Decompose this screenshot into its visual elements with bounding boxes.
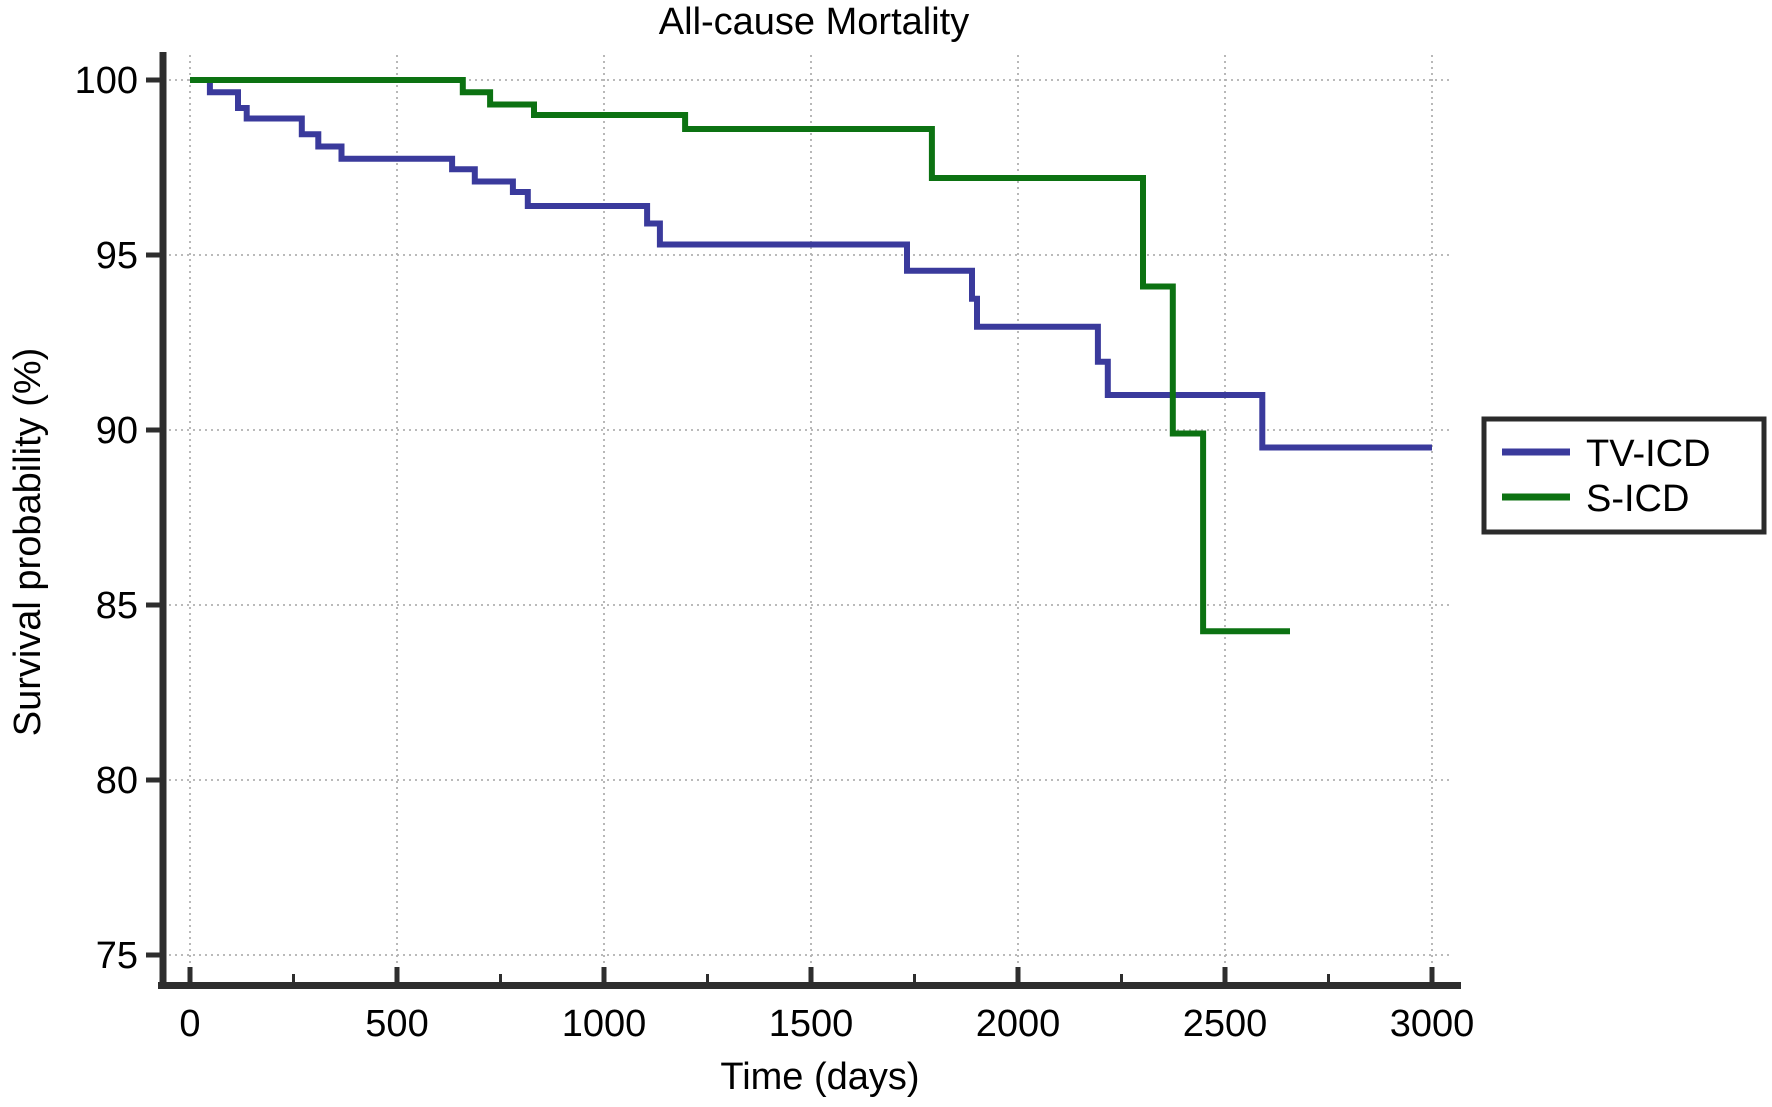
x-tick-label: 3000	[1390, 1003, 1475, 1045]
x-tick-label: 2500	[1183, 1003, 1268, 1045]
tv-icd-curve	[190, 77, 1432, 451]
x-tick-label: 500	[365, 1003, 428, 1045]
axes	[158, 52, 1461, 989]
chart-title: All-cause Mortality	[659, 1, 969, 43]
legend-label-s-icd: S-ICD	[1586, 478, 1689, 520]
y-tick-label: 90	[96, 410, 138, 452]
x-tick-label: 1000	[562, 1003, 647, 1045]
y-tick-label: 75	[96, 935, 138, 977]
gridlines	[163, 55, 1452, 985]
tick-labels: 0 500 1000 1500 2000 2500 3000 100 95 90 85 80 75	[75, 60, 1475, 1045]
x-axis-label: Time (days)	[720, 1056, 919, 1098]
x-tick-label: 1500	[769, 1003, 854, 1045]
s-icd-curve	[190, 77, 1290, 635]
legend-box	[1481, 416, 1767, 535]
y-tick-label: 85	[96, 585, 138, 627]
survival-curves	[190, 77, 1432, 635]
legend-label-tv-icd: TV-ICD	[1586, 433, 1711, 475]
x-tick-label: 0	[179, 1003, 200, 1045]
y-tick-label: 95	[96, 235, 138, 277]
axis-ticks	[146, 77, 1435, 986]
y-tick-label: 100	[75, 60, 138, 102]
y-axis-label: Survival probability (%)	[7, 348, 49, 737]
legend: TV-ICD S-ICD	[1481, 416, 1767, 535]
x-tick-label: 2000	[976, 1003, 1061, 1045]
y-tick-label: 80	[96, 760, 138, 802]
